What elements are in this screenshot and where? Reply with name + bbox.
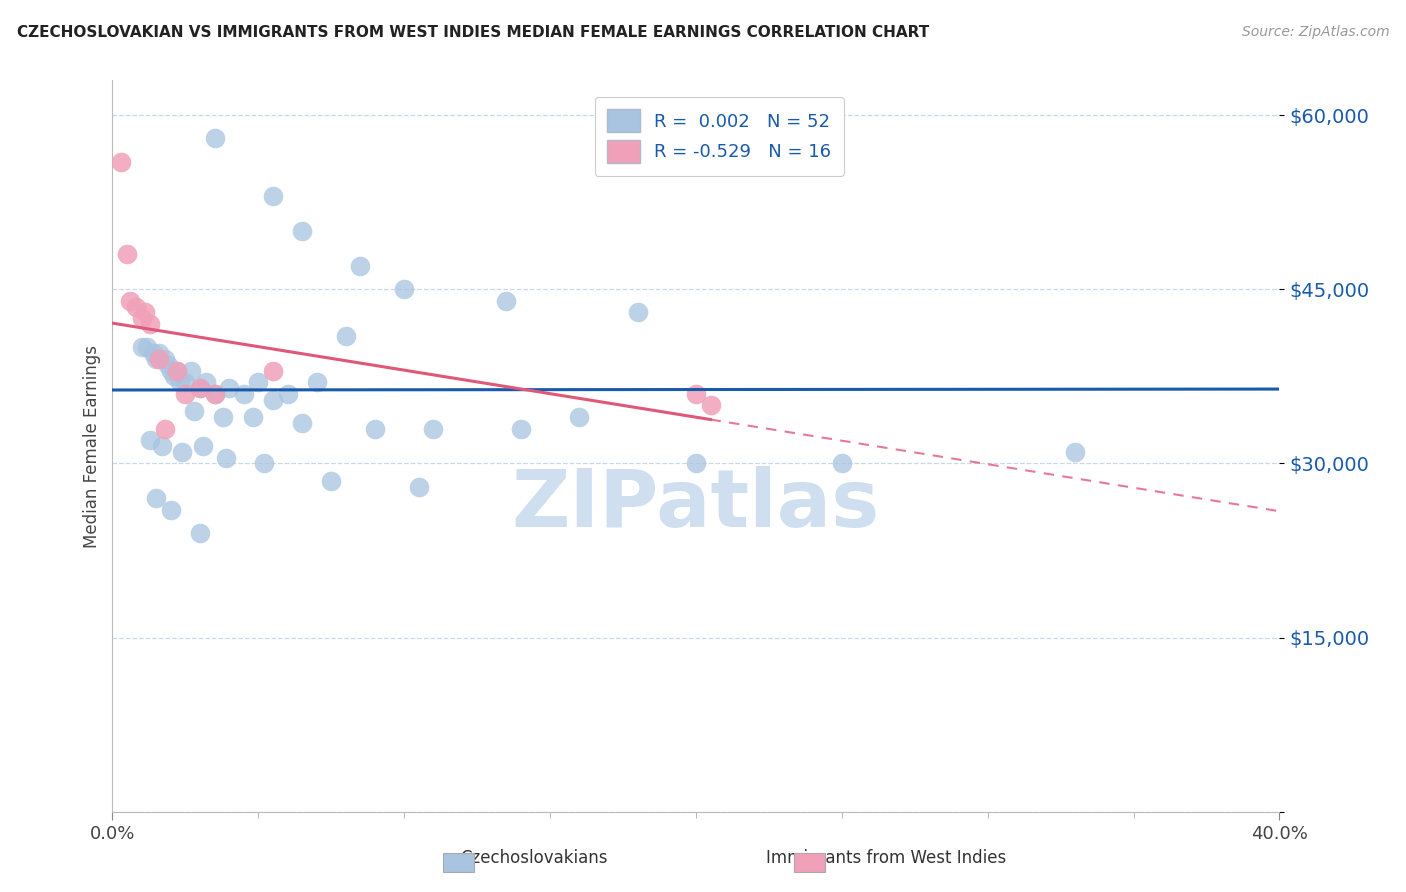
Point	[247, 375, 270, 389]
Point	[118, 293, 141, 308]
Point	[364, 421, 387, 435]
Point	[160, 363, 183, 377]
Point	[204, 131, 226, 145]
Point	[131, 311, 153, 326]
Point	[166, 363, 188, 377]
Point	[115, 247, 138, 261]
Legend: R =  0.002   N = 52, R = -0.529   N = 16: R = 0.002 N = 52, R = -0.529 N = 16	[595, 96, 844, 176]
Point	[685, 457, 707, 471]
Point	[212, 409, 235, 424]
Text: ZIPatlas: ZIPatlas	[512, 466, 880, 543]
Point	[204, 386, 226, 401]
Point	[349, 259, 371, 273]
Point	[699, 398, 721, 412]
Point	[153, 351, 176, 366]
Point	[142, 346, 165, 360]
Point	[262, 189, 284, 203]
Text: CZECHOSLOVAKIAN VS IMMIGRANTS FROM WEST INDIES MEDIAN FEMALE EARNINGS CORRELATIO: CZECHOSLOVAKIAN VS IMMIGRANTS FROM WEST …	[17, 25, 929, 40]
Point	[153, 421, 176, 435]
Point	[188, 526, 211, 541]
Point	[188, 381, 211, 395]
Point	[277, 386, 299, 401]
Point	[174, 375, 197, 389]
Point	[335, 328, 357, 343]
Point	[568, 409, 591, 424]
Point	[321, 474, 343, 488]
Point	[685, 386, 707, 401]
Point	[831, 457, 853, 471]
Point	[305, 375, 328, 389]
Point	[394, 282, 416, 296]
Text: Immigrants from West Indies: Immigrants from West Indies	[766, 849, 1005, 867]
Point	[174, 386, 197, 401]
Point	[291, 416, 314, 430]
Point	[139, 317, 162, 331]
Point	[136, 340, 159, 354]
Point	[242, 409, 264, 424]
Point	[188, 381, 211, 395]
Point	[232, 386, 254, 401]
Point	[166, 363, 188, 377]
Point	[408, 480, 430, 494]
Point	[215, 450, 238, 465]
Point	[253, 457, 276, 471]
Point	[169, 375, 191, 389]
Point	[156, 358, 179, 372]
Point	[134, 305, 156, 319]
Point	[180, 363, 202, 377]
Point	[194, 375, 217, 389]
Point	[148, 351, 170, 366]
Point	[495, 293, 517, 308]
Point	[145, 491, 167, 506]
Point	[150, 439, 173, 453]
Point	[627, 305, 650, 319]
Point	[131, 340, 153, 354]
Text: Czechoslovakians: Czechoslovakians	[461, 849, 607, 867]
Point	[218, 381, 240, 395]
Point	[183, 404, 205, 418]
Point	[163, 369, 186, 384]
Point	[172, 445, 194, 459]
Point	[148, 346, 170, 360]
Point	[139, 433, 162, 447]
Point	[1064, 445, 1087, 459]
Point	[291, 224, 314, 238]
Point	[262, 363, 284, 377]
Point	[125, 300, 148, 314]
Point	[204, 386, 226, 401]
Point	[262, 392, 284, 407]
Y-axis label: Median Female Earnings: Median Female Earnings	[83, 344, 101, 548]
Point	[422, 421, 444, 435]
Text: Source: ZipAtlas.com: Source: ZipAtlas.com	[1241, 25, 1389, 39]
Point	[191, 439, 214, 453]
Point	[160, 503, 183, 517]
Point	[110, 154, 132, 169]
Point	[145, 351, 167, 366]
Point	[509, 421, 531, 435]
